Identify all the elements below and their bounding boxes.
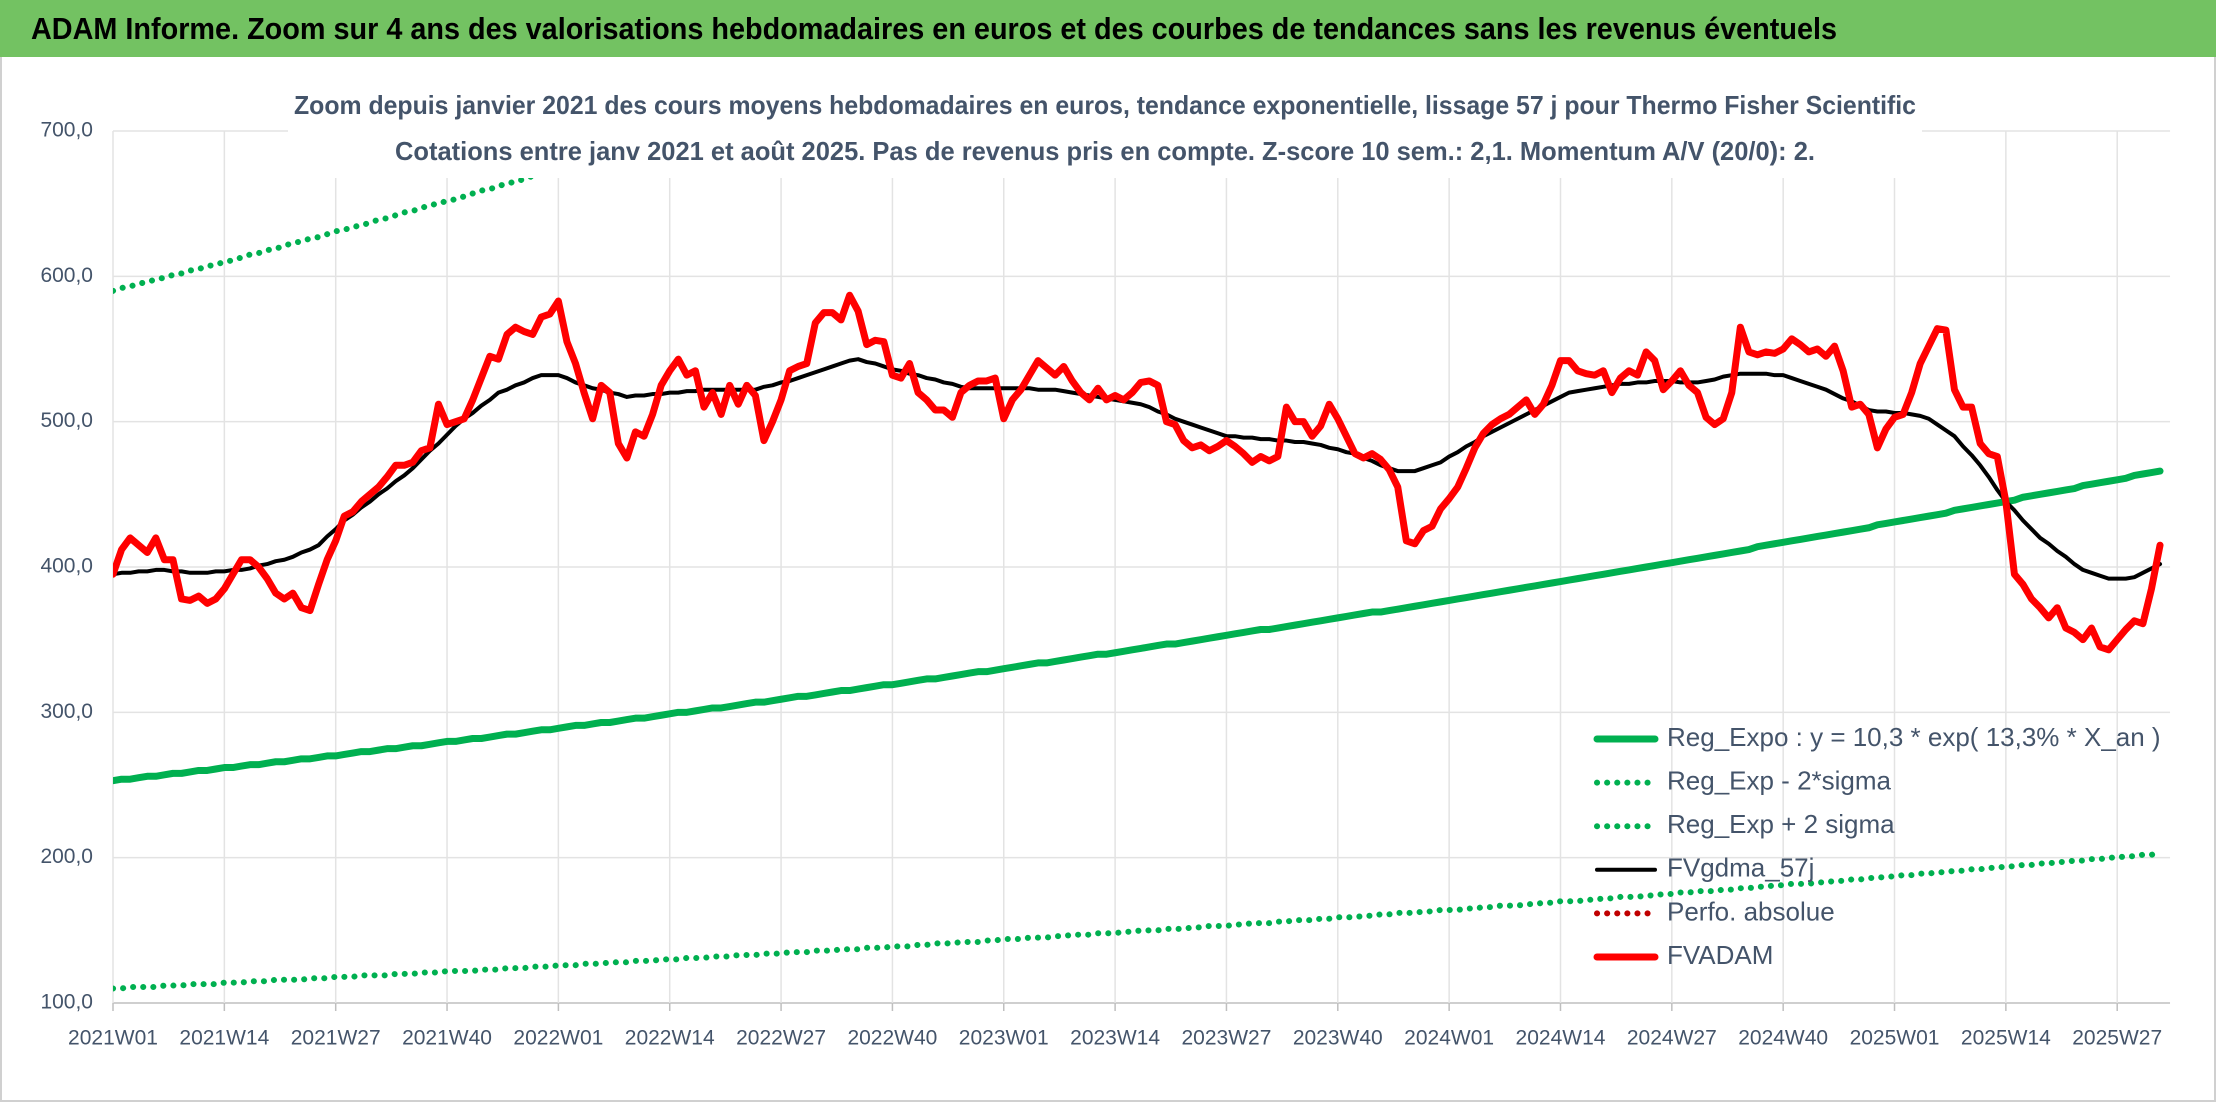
subtitle: Zoom depuis janvier 2021 des cours moyen… xyxy=(294,90,1916,120)
x-tick-label: 2025W01 xyxy=(1850,1027,1940,1050)
y-tick-label: 200,0 xyxy=(40,845,93,868)
series-line xyxy=(113,850,2164,992)
x-tick-label: 2024W27 xyxy=(1627,1027,1717,1050)
y-tick-label: 500,0 xyxy=(40,409,93,432)
legend-label: FVADAM xyxy=(1667,940,1773,970)
legend-label: Reg_Expo : y = 10,3 * exp( 13,3% * X_an … xyxy=(1667,722,2161,752)
grid: 100,0 200,0 300,0 400,0 500,0 600,0 700,0 2021W… xyxy=(40,119,2171,1050)
x-tick-label: 2022W14 xyxy=(625,1027,715,1050)
legend-label: Reg_Exp + 2 sigma xyxy=(1667,809,1895,839)
x-tick-label: 2024W14 xyxy=(1516,1027,1606,1050)
x-tick-label: 2025W27 xyxy=(2072,1027,2162,1050)
legend-label: Reg_Exp - 2*sigma xyxy=(1667,765,1892,795)
series-line xyxy=(113,131,697,294)
legend: Reg_Expo : y = 10,3 * exp( 13,3% * X_an … xyxy=(1593,722,2161,970)
subtitle-box xyxy=(288,84,1922,178)
x-tick-label: 2021W14 xyxy=(179,1027,269,1050)
y-tick-label: 300,0 xyxy=(40,700,93,723)
header-bar xyxy=(0,0,2216,57)
plot xyxy=(113,131,2164,992)
x-tick-label: 2025W14 xyxy=(1961,1027,2051,1050)
legend-label: FVgdma_57j xyxy=(1667,853,1814,883)
chart-title: ADAM Informe. Zoom sur 4 ans des valoris… xyxy=(31,11,1837,46)
y-tick-label: 400,0 xyxy=(40,555,93,578)
x-tick-label: 2023W40 xyxy=(1293,1027,1383,1050)
subtitle: Cotations entre janv 2021 et août 2025. … xyxy=(395,136,1815,166)
x-tick-label: 2021W40 xyxy=(402,1027,492,1050)
x-tick-label: 2023W27 xyxy=(1181,1027,1271,1050)
y-tick-label: 100,0 xyxy=(40,991,93,1014)
y-tick-label: 600,0 xyxy=(40,264,93,287)
series-line xyxy=(113,467,2164,785)
x-tick-label: 2022W40 xyxy=(847,1027,937,1050)
x-tick-label: 2021W01 xyxy=(68,1027,158,1050)
x-tick-label: 2022W27 xyxy=(736,1027,826,1050)
x-tick-label: 2023W14 xyxy=(1070,1027,1160,1050)
x-tick-label: 2022W01 xyxy=(513,1027,603,1050)
x-tick-label: 2021W27 xyxy=(291,1027,381,1050)
x-tick-label: 2023W01 xyxy=(959,1027,1049,1050)
x-tick-label: 2024W01 xyxy=(1404,1027,1494,1050)
y-tick-label: 700,0 xyxy=(40,119,93,142)
series-line xyxy=(113,291,2164,654)
series-line xyxy=(113,357,2163,581)
x-tick-label: 2024W40 xyxy=(1738,1027,1828,1050)
legend-label: Perfo. absolue xyxy=(1667,896,1835,926)
